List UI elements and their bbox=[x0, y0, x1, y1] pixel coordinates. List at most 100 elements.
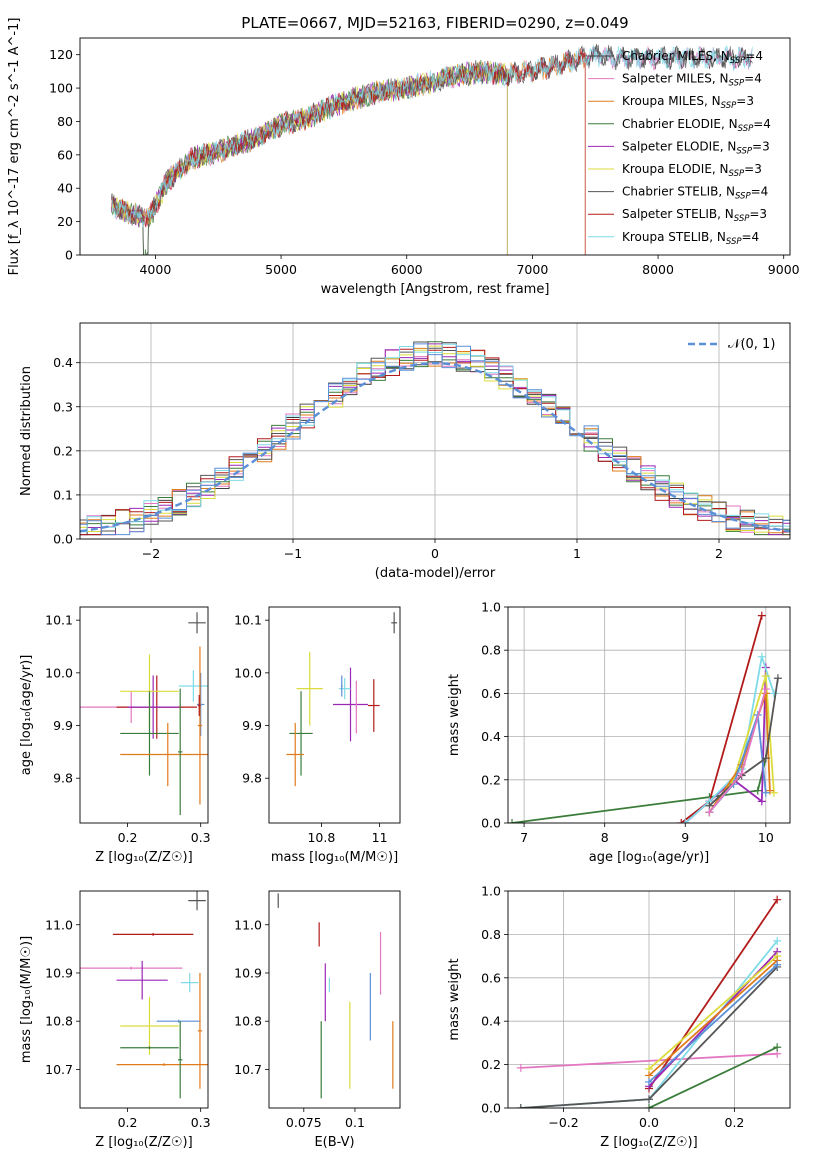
y-axis-label: Flux [f_λ 10^-17 erg cm^-2 s^-1 A^-1] bbox=[7, 18, 22, 276]
y-tick-label: 0.4 bbox=[481, 729, 501, 744]
y-tick-label: 40 bbox=[57, 181, 73, 196]
y-tick-label: 9.9 bbox=[242, 718, 262, 733]
residuals-panel: −2 −1 0 1 2 0.0 0.1 0.2 0.3 0.4 (data-model)/error… bbox=[19, 322, 791, 581]
y-tick-label: 10.0 bbox=[45, 665, 73, 680]
y-tick-label: 10.7 bbox=[45, 1062, 73, 1077]
mass-weight-vs-Z-panel: −0.2 0.0 0.2 0.0 0.2 0.4 0.6 0.8 1.0 Z [log₁₀(Z/Z… bbox=[447, 884, 791, 1150]
y-tick-label: 0.0 bbox=[53, 532, 73, 547]
mass-weight-marker bbox=[645, 1095, 653, 1104]
mass-weight-marker bbox=[761, 754, 770, 763]
y-tick-label: 10.9 bbox=[45, 965, 73, 980]
y-tick-label: 0 bbox=[65, 248, 73, 263]
x-tick-label: 5000 bbox=[265, 262, 297, 277]
y-tick-label: 1.0 bbox=[481, 884, 501, 899]
mass-weight-marker bbox=[681, 819, 690, 823]
axes-frame bbox=[268, 606, 401, 824]
x-tick-label: 0.2 bbox=[725, 1115, 745, 1130]
x-tick-label: 6000 bbox=[391, 262, 423, 277]
x-tick-label: −2 bbox=[142, 546, 160, 561]
y-tick-label: 1.0 bbox=[481, 600, 501, 615]
y-tick-label: 9.9 bbox=[53, 718, 73, 733]
mass-weight-series bbox=[520, 1052, 778, 1069]
y-tick-label: 0.1 bbox=[53, 487, 73, 502]
chart-title: PLATE=0667, MJD=52163, FIBERID=0290, z=0… bbox=[241, 14, 628, 32]
y-tick-label: 0.6 bbox=[481, 970, 501, 985]
x-axis-label: E(B-V) bbox=[314, 1135, 354, 1150]
mass-weight-marker bbox=[757, 797, 766, 806]
mass-weight-series bbox=[648, 964, 778, 1083]
mass-weight-marker bbox=[645, 1104, 653, 1108]
legend-entry: Chabrier ELODIE, NSSP=4 bbox=[622, 117, 771, 134]
mass-weight-series bbox=[648, 899, 778, 1090]
y-tick-label: 0.0 bbox=[481, 1101, 501, 1116]
y-tick-label: 10.1 bbox=[234, 613, 262, 628]
spectrum-lines bbox=[111, 44, 753, 255]
spectrum-series-line bbox=[111, 59, 508, 255]
y-tick-label: 0.2 bbox=[481, 1057, 501, 1072]
mass-weight-marker bbox=[773, 1043, 782, 1052]
x-tick-label: 4000 bbox=[139, 262, 171, 277]
y-tick-label: 0.8 bbox=[481, 927, 501, 942]
mass-weight-marker bbox=[769, 689, 778, 698]
x-tick-label: 0 bbox=[431, 546, 439, 561]
legend-entry: Salpeter STELIB, NSSP=3 bbox=[622, 207, 767, 224]
mass-weight-marker bbox=[765, 786, 774, 795]
spectrum-series-line bbox=[111, 60, 508, 255]
y-tick-label: 10.7 bbox=[234, 1062, 262, 1077]
x-tick-label: 0.2 bbox=[118, 1115, 138, 1130]
errorbar-points bbox=[286, 612, 398, 787]
normal-reference-curve bbox=[80, 361, 790, 533]
legend-entry: Chabrier MILES, NSSP=4 bbox=[622, 49, 763, 66]
mass-weight-series bbox=[648, 955, 778, 1070]
x-tick-label: 0.1 bbox=[345, 1115, 365, 1130]
x-axis-label: mass [log₁₀(M/M☉)] bbox=[271, 850, 398, 865]
y-axis-label: mass [log₁₀(M/M☉)] bbox=[19, 936, 34, 1063]
spectrum-series-line bbox=[111, 44, 753, 228]
x-tick-label: 11 bbox=[372, 830, 388, 845]
x-tick-label: 7000 bbox=[516, 262, 548, 277]
x-tick-label: 0.3 bbox=[191, 1115, 211, 1130]
legend: Chabrier MILES, NSSP=4 Salpeter MILES, NS… bbox=[588, 49, 771, 247]
mass-weight-lines bbox=[516, 895, 782, 1108]
legend-entry: Kroupa ELODIE, NSSP=3 bbox=[622, 162, 762, 179]
histogram-series bbox=[80, 347, 790, 536]
y-tick-label: 0.4 bbox=[53, 355, 73, 370]
x-tick-label: −0.2 bbox=[548, 1115, 578, 1130]
y-tick-label: 0.4 bbox=[481, 1014, 501, 1029]
age-vs-Z-panel: 0.2 0.3 9.8 9.9 10.0 10.1 Z [log₁₀(Z/Z☉)] age [… bbox=[19, 606, 211, 865]
legend-entry: Kroupa STELIB, NSSP=4 bbox=[622, 230, 759, 247]
mass-weight-series bbox=[648, 1046, 778, 1108]
mass-weight-marker bbox=[757, 611, 766, 620]
y-axis-label: age [log₁₀(age/yr)] bbox=[19, 655, 34, 776]
mass-weight-series bbox=[648, 959, 778, 1077]
y-tick-label: 9.8 bbox=[242, 771, 262, 786]
histogram-series bbox=[80, 343, 790, 536]
x-axis-label: (data-model)/error bbox=[375, 566, 496, 581]
spectrum-series-line bbox=[111, 50, 586, 255]
y-tick-label: 9.8 bbox=[53, 771, 73, 786]
y-tick-label: 10.9 bbox=[234, 965, 262, 980]
y-tick-label: 10.8 bbox=[45, 1014, 73, 1029]
mass-weight-marker bbox=[761, 672, 770, 681]
y-tick-label: 80 bbox=[57, 114, 73, 129]
x-axis-label: Z [log₁₀(Z/Z☉)] bbox=[95, 1135, 192, 1150]
legend-entry: Kroupa MILES, NSSP=3 bbox=[622, 94, 754, 111]
histogram-series bbox=[80, 341, 790, 536]
x-tick-label: 0.075 bbox=[286, 1115, 322, 1130]
x-axis-label: Z [log₁₀(Z/Z☉)] bbox=[600, 1135, 697, 1150]
x-tick-label: 9000 bbox=[768, 262, 800, 277]
axes-frame bbox=[79, 37, 791, 256]
mass-weight-marker bbox=[773, 936, 782, 945]
EBV-panel: 0.075 0.1 10.7 10.8 10.9 11.0 E(B-V) bbox=[234, 890, 401, 1150]
x-tick-label: 1 bbox=[573, 546, 581, 561]
x-tick-label: 10 bbox=[758, 830, 774, 845]
y-axis-label: mass weight bbox=[447, 958, 462, 1040]
mass-weight-marker bbox=[757, 652, 766, 661]
legend-entry: Salpeter ELODIE, NSSP=3 bbox=[622, 139, 770, 156]
mass-weight-series bbox=[708, 678, 779, 807]
y-tick-label: 10.8 bbox=[234, 1014, 262, 1029]
axes-frame bbox=[79, 890, 209, 1109]
x-tick-label: 9 bbox=[681, 830, 689, 845]
y-tick-label: 60 bbox=[57, 147, 73, 162]
